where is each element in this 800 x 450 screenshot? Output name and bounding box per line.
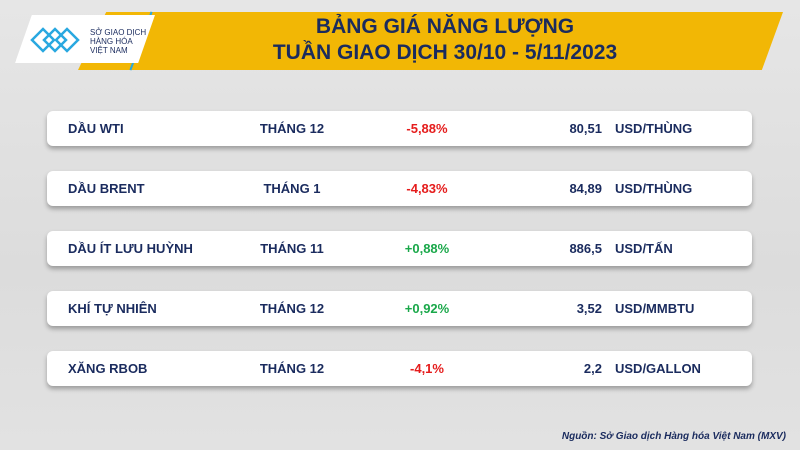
price: 3,52 bbox=[576, 301, 602, 316]
title-line-2: TUẦN GIAO DỊCH 30/10 - 5/11/2023 bbox=[272, 41, 618, 64]
mxv-logo-icon bbox=[30, 27, 80, 53]
change-percent: -4,83% bbox=[406, 181, 448, 196]
table-row: DẦU WTI THÁNG 12 -5,88% 80,51 USD/THÙNG bbox=[47, 111, 752, 146]
table-row: KHÍ TỰ NHIÊN THÁNG 12 +0,92% 3,52 USD/MMBTU bbox=[47, 291, 752, 326]
contract-month: THÁNG 12 bbox=[259, 301, 325, 316]
table-row: DẦU BRENT THÁNG 1 -4,83% 84,89 USD/THÙNG bbox=[47, 171, 752, 206]
contract-month: THÁNG 11 bbox=[260, 241, 324, 256]
logo bbox=[15, 15, 155, 63]
unit: USD/MMBTU bbox=[615, 301, 695, 316]
commodity-name: XĂNG RBOB bbox=[68, 361, 148, 376]
contract-month: THÁNG 12 bbox=[259, 361, 325, 376]
contract-month: THÁNG 1 bbox=[263, 181, 321, 196]
commodity-name: DẦU ÍT LƯU HUỲNH bbox=[68, 241, 193, 256]
title-banner bbox=[78, 12, 783, 70]
title-line-1: BẢNG GIÁ NĂNG LƯỢNG bbox=[315, 15, 575, 38]
change-percent: +0,92% bbox=[404, 301, 450, 316]
table-row: DẦU ÍT LƯU HUỲNH THÁNG 11 +0,88% 886,5 USD/T… bbox=[47, 231, 752, 266]
logo-line: VIỆT NAM bbox=[90, 46, 128, 55]
source-note: Nguồn: Sở Giao dịch Hàng hóa Việt Nam (M… bbox=[561, 431, 786, 442]
unit: USD/THÙNG bbox=[615, 121, 693, 136]
change-percent: +0,88% bbox=[404, 241, 450, 256]
page-title: BẢNG GIÁ NĂNG LƯỢNG TUẦN GIAO DỊCH 30/10… bbox=[160, 14, 730, 66]
price: 2,2 bbox=[583, 361, 602, 376]
change-percent: -5,88% bbox=[406, 121, 448, 136]
logo-text: SỞ GIAO DỊCH HÀNG HÓA VIỆT NAM bbox=[90, 28, 146, 55]
contract-month: THÁNG 12 bbox=[259, 121, 325, 136]
price: 84,89 bbox=[569, 181, 602, 196]
logo-line: SỞ GIAO DỊCH bbox=[90, 28, 147, 37]
price: 886,5 bbox=[569, 241, 602, 256]
unit: USD/GALLON bbox=[615, 361, 701, 376]
change-percent: -4,1% bbox=[410, 361, 444, 376]
unit: USD/THÙNG bbox=[615, 181, 693, 196]
commodity-name: KHÍ TỰ NHIÊN bbox=[68, 301, 157, 316]
table-row: XĂNG RBOB THÁNG 12 -4,1% 2,2 USD/GALLON bbox=[47, 351, 752, 386]
price: 80,51 bbox=[569, 121, 602, 136]
unit: USD/TẤN bbox=[615, 241, 673, 256]
logo-line: HÀNG HÓA bbox=[90, 37, 133, 46]
commodity-name: DẦU BRENT bbox=[68, 181, 145, 196]
commodity-name: DẦU WTI bbox=[68, 121, 124, 136]
